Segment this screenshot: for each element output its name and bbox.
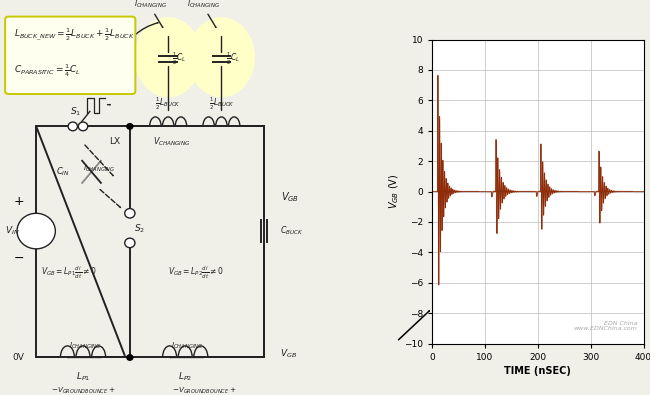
- Text: $\frac{1}{2}C_L$: $\frac{1}{2}C_L$: [226, 51, 240, 67]
- Text: $I_{CHANGING}$: $I_{CHANGING}$: [69, 340, 101, 351]
- Text: LX: LX: [109, 137, 120, 146]
- Circle shape: [68, 122, 77, 131]
- Text: $V_{GB}$: $V_{GB}$: [281, 191, 299, 204]
- Text: $-V_{GROUNDBOUNCE}+$: $-V_{GROUNDBOUNCE}+$: [51, 386, 115, 395]
- Text: $\frac{1}{2}L_{BUCK}$: $\frac{1}{2}L_{BUCK}$: [155, 96, 181, 111]
- Text: $I_{CHANGING}$: $I_{CHANGING}$: [187, 0, 220, 10]
- Text: $I_{CHANGING}$: $I_{CHANGING}$: [171, 340, 203, 351]
- Text: $V_{GB}=L_{P1}\frac{di}{dt}\neq 0$: $V_{GB}=L_{P1}\frac{di}{dt}\neq 0$: [41, 265, 97, 280]
- Text: $L_{P1}$: $L_{P1}$: [76, 370, 90, 383]
- Circle shape: [79, 122, 88, 131]
- Text: $V_{GB}$: $V_{GB}$: [280, 347, 297, 360]
- Circle shape: [127, 355, 133, 360]
- Ellipse shape: [135, 18, 201, 97]
- Text: EDN China
www.EDNChina.com: EDN China www.EDNChina.com: [573, 321, 637, 331]
- Text: −: −: [14, 252, 25, 265]
- Text: $L_{P2}$: $L_{P2}$: [178, 370, 192, 383]
- Text: $S_1$: $S_1$: [70, 105, 81, 118]
- Circle shape: [17, 213, 55, 249]
- Circle shape: [127, 124, 133, 129]
- Text: $C_{BUCK}$: $C_{BUCK}$: [280, 225, 304, 237]
- Text: $V_{CHANGING}$: $V_{CHANGING}$: [153, 135, 191, 148]
- Text: $\frac{1}{2}C_L$: $\frac{1}{2}C_L$: [172, 51, 187, 67]
- Text: $V_{IN}$: $V_{IN}$: [5, 225, 20, 237]
- Text: +: +: [14, 195, 25, 208]
- Y-axis label: $V_{GB}$ (V): $V_{GB}$ (V): [388, 174, 402, 209]
- Text: $I_{CHANGING}$: $I_{CHANGING}$: [134, 0, 167, 10]
- Text: $I_{CHANGING}$: $I_{CHANGING}$: [83, 164, 115, 174]
- X-axis label: TIME (nSEC): TIME (nSEC): [504, 366, 571, 376]
- Text: $C_{IN}$: $C_{IN}$: [57, 166, 70, 178]
- Text: $V_{GB}=L_{P2}\frac{di}{dt}\neq 0$: $V_{GB}=L_{P2}\frac{di}{dt}\neq 0$: [168, 265, 224, 280]
- Circle shape: [125, 238, 135, 248]
- Circle shape: [125, 209, 135, 218]
- Text: $-V_{GROUNDBOUNCE}+$: $-V_{GROUNDBOUNCE}+$: [172, 386, 237, 395]
- Text: $L_{BUCK\_NEW}=\frac{1}{2}L_{BUCK}+\frac{1}{2}L_{BUCK}$: $L_{BUCK\_NEW}=\frac{1}{2}L_{BUCK}+\frac…: [14, 26, 135, 43]
- Text: $\frac{1}{2}L_{BUCK}$: $\frac{1}{2}L_{BUCK}$: [209, 96, 234, 111]
- Text: 0V: 0V: [12, 353, 24, 362]
- Text: $C_{PARASITIC}=\frac{1}{4}C_L$: $C_{PARASITIC}=\frac{1}{4}C_L$: [14, 63, 81, 79]
- Ellipse shape: [188, 18, 254, 97]
- Text: $S_2$: $S_2$: [134, 222, 145, 235]
- FancyBboxPatch shape: [5, 17, 135, 94]
